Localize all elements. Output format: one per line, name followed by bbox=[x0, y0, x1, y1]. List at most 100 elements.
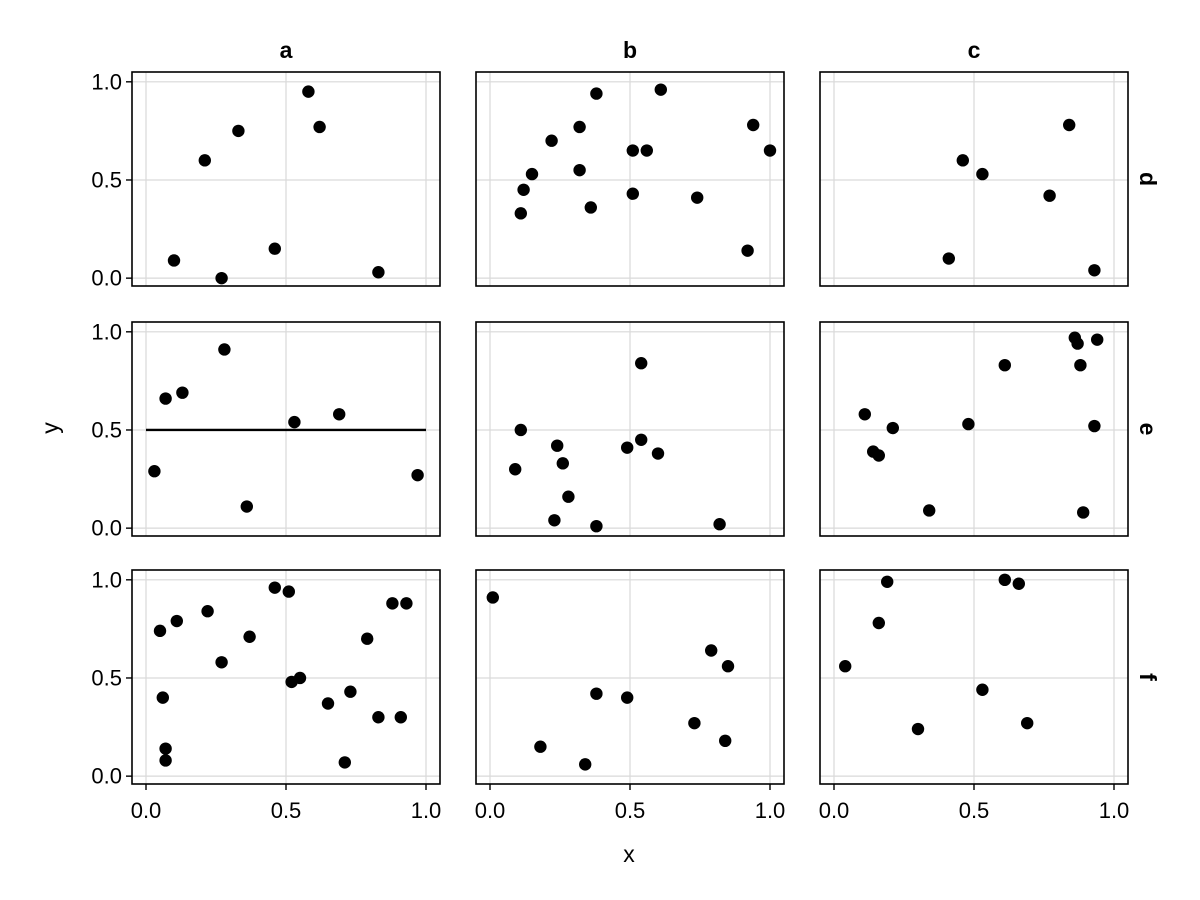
row-facet-label-e: e bbox=[1135, 423, 1161, 436]
data-point bbox=[1063, 118, 1076, 132]
data-point bbox=[747, 118, 760, 132]
panel-content bbox=[858, 331, 1104, 519]
data-point bbox=[1088, 419, 1101, 433]
data-point bbox=[942, 252, 955, 265]
data-point bbox=[713, 518, 726, 531]
data-point bbox=[514, 207, 527, 220]
panel-content bbox=[153, 581, 413, 769]
data-point bbox=[1091, 333, 1104, 346]
data-point bbox=[590, 687, 603, 700]
data-point bbox=[579, 758, 592, 771]
y-tick-label: 0.0 bbox=[91, 516, 122, 541]
data-point bbox=[635, 433, 648, 446]
data-point bbox=[1071, 337, 1084, 350]
data-point bbox=[159, 754, 172, 767]
y-axis-title: y bbox=[37, 422, 63, 434]
x-tick-label: 0.0 bbox=[819, 798, 850, 823]
data-point bbox=[858, 408, 871, 421]
data-point bbox=[556, 457, 569, 470]
row-facet-label-d: d bbox=[1135, 172, 1161, 186]
data-point bbox=[626, 144, 639, 157]
x-axis-title: x bbox=[623, 841, 635, 867]
x-tick-label: 0.0 bbox=[131, 798, 162, 823]
data-point bbox=[911, 722, 925, 736]
data-point bbox=[976, 683, 989, 696]
data-point bbox=[590, 87, 603, 100]
data-point bbox=[361, 632, 374, 645]
data-point bbox=[148, 465, 161, 478]
data-point bbox=[288, 415, 301, 429]
y-tick-label: 1.0 bbox=[91, 319, 122, 344]
column-facet-label-a: a bbox=[280, 37, 293, 63]
data-point bbox=[176, 386, 189, 399]
data-point bbox=[548, 514, 561, 527]
data-point bbox=[394, 711, 407, 724]
data-point bbox=[763, 144, 777, 157]
y-tick-label: 0.5 bbox=[91, 665, 122, 690]
data-point bbox=[688, 716, 701, 730]
panel-content bbox=[167, 85, 385, 285]
x-tick-label: 1.0 bbox=[411, 798, 442, 823]
panel-d-c bbox=[819, 71, 1129, 287]
data-point bbox=[573, 163, 586, 177]
panel-frame bbox=[131, 321, 441, 537]
data-point bbox=[881, 575, 894, 588]
data-point bbox=[962, 417, 975, 431]
data-point bbox=[621, 691, 634, 704]
data-point bbox=[998, 358, 1011, 372]
data-point bbox=[282, 585, 295, 598]
data-point bbox=[545, 134, 558, 147]
panel-frame bbox=[819, 71, 1129, 287]
panel-frame bbox=[131, 71, 441, 287]
data-point bbox=[741, 244, 754, 257]
data-point bbox=[956, 154, 969, 167]
data-point bbox=[333, 408, 346, 421]
panel-content bbox=[942, 118, 1101, 277]
panel-f-b: 0.0 0.5 1.0 bbox=[475, 569, 785, 823]
data-point bbox=[923, 504, 936, 517]
data-point bbox=[509, 463, 522, 476]
data-point bbox=[721, 660, 735, 673]
y-tick-label: 0.5 bbox=[91, 417, 122, 442]
y-tick-label: 0.5 bbox=[91, 167, 122, 192]
data-point bbox=[517, 183, 530, 196]
data-point bbox=[886, 421, 899, 435]
data-point bbox=[1020, 716, 1034, 730]
panel-content bbox=[509, 357, 726, 533]
data-point bbox=[156, 691, 169, 704]
data-point bbox=[1074, 358, 1087, 372]
data-point bbox=[400, 597, 413, 610]
data-point bbox=[386, 597, 399, 610]
data-point bbox=[872, 449, 885, 462]
y-tick-label: 0.0 bbox=[91, 266, 122, 291]
data-point bbox=[243, 630, 256, 643]
data-point bbox=[232, 124, 245, 138]
panel-e-b bbox=[475, 321, 785, 537]
data-point bbox=[719, 734, 732, 748]
data-point bbox=[640, 144, 653, 157]
data-point bbox=[872, 616, 885, 630]
data-point bbox=[551, 439, 564, 452]
data-point bbox=[626, 187, 639, 200]
data-point bbox=[411, 468, 424, 482]
panel-f-c: 0.0 0.5 1.0 bbox=[819, 569, 1129, 823]
data-point bbox=[651, 447, 665, 460]
x-tick-label: 0.5 bbox=[959, 798, 990, 823]
data-point bbox=[215, 271, 228, 285]
y-tick-label: 1.0 bbox=[91, 567, 122, 592]
data-point bbox=[198, 154, 211, 167]
panel-d-b bbox=[475, 71, 785, 287]
x-tick-label: 0.5 bbox=[615, 798, 646, 823]
x-tick-label: 0.5 bbox=[271, 798, 302, 823]
data-point bbox=[293, 671, 307, 685]
column-facet-label-b: b bbox=[623, 37, 637, 63]
data-point bbox=[705, 644, 718, 657]
panel-frame bbox=[475, 71, 785, 287]
data-point bbox=[654, 83, 667, 96]
data-point bbox=[268, 242, 281, 255]
panel-e-c bbox=[819, 321, 1129, 537]
data-point bbox=[998, 573, 1011, 587]
data-point bbox=[215, 656, 228, 669]
